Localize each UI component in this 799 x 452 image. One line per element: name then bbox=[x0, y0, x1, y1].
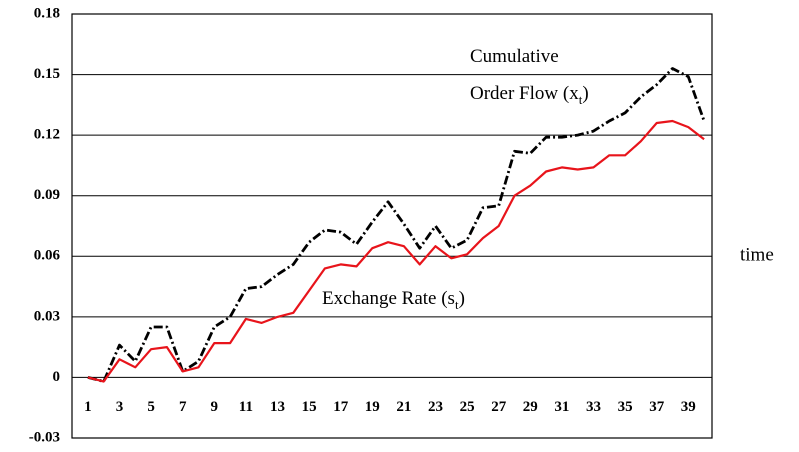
y-tick-label: 0.12 bbox=[34, 127, 60, 143]
annotation-text: Cumulative bbox=[470, 46, 559, 67]
x-tick-label: 23 bbox=[428, 399, 443, 415]
grid bbox=[72, 13, 712, 439]
x-tick-label: 9 bbox=[211, 399, 219, 415]
x-tick-label: 7 bbox=[179, 399, 187, 415]
x-tick-label: 19 bbox=[365, 399, 380, 415]
annotation-subscript: t bbox=[579, 92, 583, 107]
annotation: Order Flow (xt) bbox=[470, 83, 589, 107]
x-tick-label: 17 bbox=[333, 399, 349, 415]
annotation-text: Order Flow (x bbox=[470, 83, 579, 104]
annotation: Exchange Rate (st) bbox=[322, 288, 465, 312]
x-axis-label: time bbox=[740, 244, 774, 265]
annotation-text: ) bbox=[459, 288, 465, 309]
annotation: Cumulative bbox=[470, 46, 559, 67]
x-tick-label: 39 bbox=[681, 399, 696, 415]
plot-frame bbox=[71, 13, 713, 439]
x-tick-label: 3 bbox=[116, 399, 124, 415]
x-tick-label: 5 bbox=[147, 399, 155, 415]
x-tick-label: 13 bbox=[270, 399, 285, 415]
y-tick-label: 0 bbox=[53, 369, 61, 385]
x-tick-label: 25 bbox=[460, 399, 475, 415]
x-tick-label: 35 bbox=[618, 399, 633, 415]
series-line bbox=[87, 67, 706, 383]
x-tick-label: 31 bbox=[554, 399, 569, 415]
x-tick-label: 37 bbox=[649, 399, 665, 415]
x-tick-label: 27 bbox=[491, 399, 507, 415]
y-tick-label: 0.06 bbox=[34, 248, 61, 264]
y-tick-label: 0.18 bbox=[34, 5, 60, 21]
x-tick-label: 15 bbox=[302, 399, 317, 415]
x-tick-label: 33 bbox=[586, 399, 601, 415]
x-tick-label: 1 bbox=[84, 399, 92, 415]
annotation-text: Exchange Rate (s bbox=[322, 288, 455, 309]
x-tick-label: 21 bbox=[396, 399, 411, 415]
y-tick-label: -0.03 bbox=[29, 429, 60, 445]
x-tick-label: 11 bbox=[239, 399, 253, 415]
y-tick-label: 0.09 bbox=[34, 187, 60, 203]
x-tick-label: 29 bbox=[523, 399, 538, 415]
y-tick-label: 0.03 bbox=[34, 308, 60, 324]
annotation-subscript: t bbox=[455, 297, 459, 312]
series-line bbox=[87, 119, 705, 383]
annotation-text: ) bbox=[582, 83, 588, 104]
lines bbox=[87, 67, 706, 383]
y-tick-label: 0.15 bbox=[34, 66, 60, 82]
